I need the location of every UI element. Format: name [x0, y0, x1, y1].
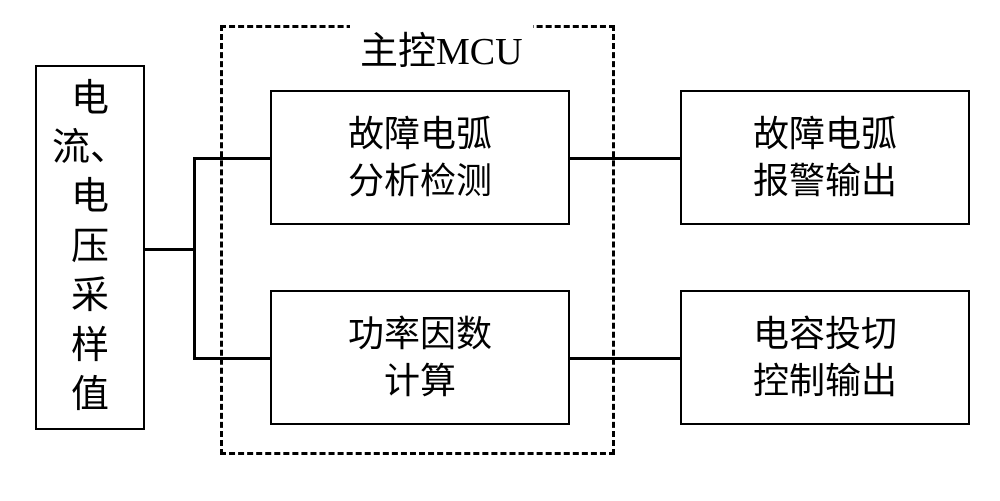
text-line: 样	[71, 322, 109, 371]
text-line: 分析检测	[348, 158, 492, 205]
node-arc-alarm: 故障电弧 报警输出	[680, 90, 970, 225]
node-power-factor: 功率因数 计算	[270, 290, 570, 425]
text-line: 故障电弧	[348, 111, 492, 158]
text-line: 电容投切	[753, 311, 897, 358]
node-capacitor-output: 电容投切 控制输出	[680, 290, 970, 425]
text-line: 控制输出	[753, 358, 897, 405]
connector-line	[570, 157, 680, 160]
text-line: 电	[71, 75, 109, 124]
connector-line	[195, 157, 270, 160]
mcu-title: 主控MCU	[350, 20, 533, 75]
node-sampling: 电 流、 电 压 采 样 值	[35, 65, 145, 430]
diagram-container: 电 流、 电 压 采 样 值 主控MCU 故障电弧 分析检测 功率因数 计算 故…	[0, 0, 1000, 501]
text-line: 电	[71, 173, 109, 222]
text-line: 功率因数	[348, 311, 492, 358]
connector-line	[195, 357, 270, 360]
text-line: 值	[71, 371, 109, 420]
connector-line	[570, 357, 680, 360]
connector-line	[145, 248, 195, 251]
text-line: 采	[71, 272, 109, 321]
text-line: 流、	[52, 124, 128, 173]
text-line: 压	[71, 223, 109, 272]
text-line: 故障电弧	[753, 111, 897, 158]
connector-line	[193, 157, 196, 360]
text-line: 计算	[384, 358, 456, 405]
node-arc-detection: 故障电弧 分析检测	[270, 90, 570, 225]
text-line: 报警输出	[753, 158, 897, 205]
